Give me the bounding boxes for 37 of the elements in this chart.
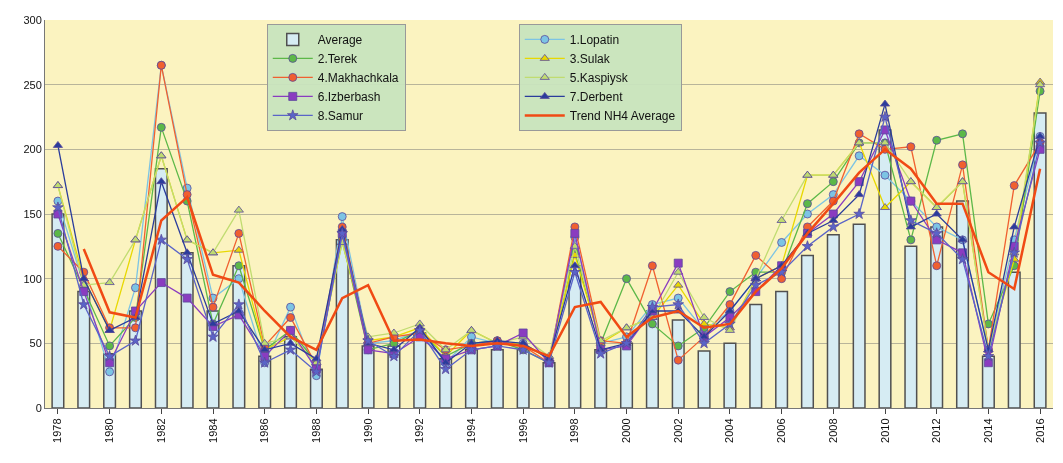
legend-label: 5.Kaspiysk <box>569 71 629 86</box>
legend-label: 6.Izberbash <box>317 90 381 105</box>
x-tick-label: 2014 <box>981 418 994 443</box>
x-tick-label: 1988 <box>309 418 322 443</box>
legend-label: 4.Makhachkala <box>317 71 399 86</box>
y-tick-label: 300 <box>23 13 42 26</box>
legend-label: Trend NH4 Average <box>569 109 676 124</box>
x-tick-label: 2000 <box>620 418 633 443</box>
legend-label: 7.Derbent <box>569 90 624 105</box>
y-tick-label: 100 <box>23 272 42 285</box>
y-tick-label: 0 <box>35 401 42 414</box>
x-tick-label: 1984 <box>206 418 219 443</box>
x-tick-label: 1998 <box>568 418 581 443</box>
x-tick-label: 1994 <box>465 418 478 443</box>
x-tick-label: 2016 <box>1033 418 1046 443</box>
legend-label: 3.Sulak <box>569 52 611 67</box>
y-tick-label: 250 <box>23 78 42 91</box>
legend-label: 8.Samur <box>317 109 364 124</box>
y-tick-label: 150 <box>23 207 42 220</box>
x-tick-label: 2010 <box>878 418 891 443</box>
x-tick-label: 2008 <box>826 418 839 443</box>
x-tick-label: 2012 <box>930 418 943 443</box>
x-tick-label: 2004 <box>723 418 736 443</box>
legend-label: Average <box>317 33 363 48</box>
x-tick-label: 1978 <box>51 418 64 443</box>
x-tick-label: 1990 <box>361 418 374 443</box>
x-tick-label: 1986 <box>258 418 271 443</box>
x-tick-label: 2002 <box>671 418 684 443</box>
legend-label: 1.Lopatin <box>569 33 620 48</box>
x-tick-label: 1992 <box>413 418 426 443</box>
x-tick-label: 1996 <box>516 418 529 443</box>
legend-label: 2.Terek <box>317 52 359 67</box>
y-tick-label: 50 <box>29 337 42 350</box>
x-tick-label: 1982 <box>154 418 167 443</box>
x-tick-label: 1980 <box>103 418 116 443</box>
x-tick-label: 2006 <box>775 418 788 443</box>
y-tick-label: 200 <box>23 143 42 156</box>
